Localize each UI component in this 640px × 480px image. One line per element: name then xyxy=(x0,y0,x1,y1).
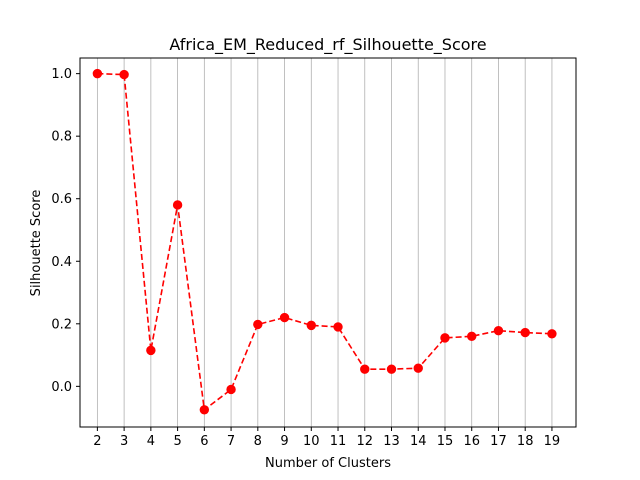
data-point xyxy=(226,384,236,395)
x-tick-label: 5 xyxy=(173,434,181,449)
data-point xyxy=(386,364,397,374)
data-point xyxy=(92,68,103,79)
data-point xyxy=(467,331,477,342)
y-tick-label: 1.0 xyxy=(51,67,72,82)
y-tick-label: 0.6 xyxy=(51,192,72,207)
y-tick-label: 0.8 xyxy=(51,130,72,145)
data-point xyxy=(279,312,290,323)
data-point xyxy=(520,327,530,338)
data-point xyxy=(119,69,129,80)
data-point xyxy=(360,364,370,374)
x-tick-label: 8 xyxy=(254,434,262,449)
y-tick-label: 0.0 xyxy=(51,380,72,395)
data-point xyxy=(440,333,450,343)
plot-area: 2 3 4 5 6 7 8 9 10 11 12 13 14 15 16 17 18 19 0.0 0.2 0.4 0.6… xyxy=(51,57,577,449)
data-point xyxy=(199,405,210,415)
data-point xyxy=(493,325,504,336)
x-tick-label: 10 xyxy=(303,434,320,449)
x-tick-label: 7 xyxy=(227,434,235,449)
y-axis-label: Silhouette Score xyxy=(29,190,44,297)
y-tick-label: 0.2 xyxy=(51,317,72,332)
x-tick-label: 15 xyxy=(437,434,454,449)
data-point xyxy=(172,200,183,210)
chart-title: Africa_EM_Reduced_rf_Silhouette_Score xyxy=(169,35,486,55)
data-point xyxy=(253,319,263,330)
x-tick-label: 18 xyxy=(517,434,534,449)
data-point xyxy=(333,322,343,332)
x-tick-label: 3 xyxy=(120,434,128,449)
data-point xyxy=(306,320,316,331)
x-tick-label: 19 xyxy=(544,434,561,449)
x-tick-label: 4 xyxy=(147,434,155,449)
data-point xyxy=(413,363,423,373)
data-point xyxy=(547,329,557,339)
x-tick-label: 12 xyxy=(356,434,373,449)
x-axis-label: Number of Clusters xyxy=(265,456,391,471)
data-point xyxy=(146,345,156,356)
x-tick-label: 17 xyxy=(490,434,507,449)
x-tick-label: 2 xyxy=(93,434,101,449)
x-tick-label: 16 xyxy=(463,434,480,449)
x-tick-label: 11 xyxy=(330,434,347,449)
axes-frame xyxy=(79,57,577,428)
x-tick-label: 9 xyxy=(280,434,288,449)
x-tick-label: 14 xyxy=(410,434,427,449)
y-tick-label: 0.4 xyxy=(51,255,72,270)
x-tick-label: 6 xyxy=(200,434,208,449)
x-tick-label: 13 xyxy=(383,434,400,449)
